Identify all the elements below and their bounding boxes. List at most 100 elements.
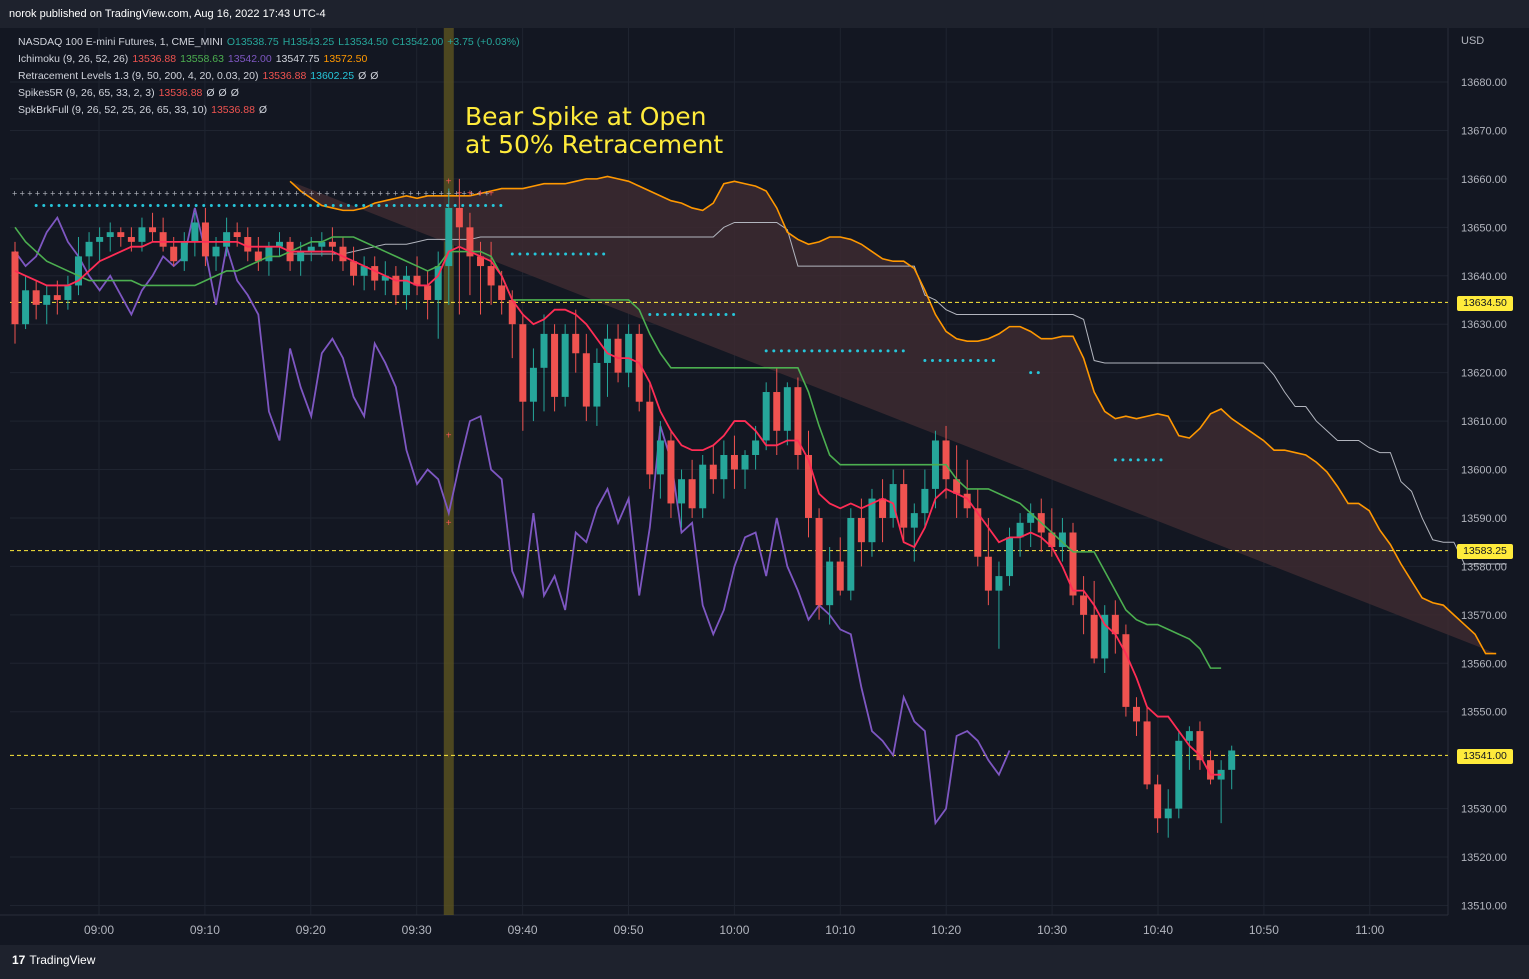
ichimoku-cloud xyxy=(290,176,1497,654)
spike-marker: + xyxy=(73,188,78,198)
retracement-dot xyxy=(772,349,776,353)
retracement-dot xyxy=(856,349,860,353)
spike-marker: + xyxy=(469,188,474,198)
retracement-dot xyxy=(423,204,427,208)
candle-body xyxy=(106,232,114,238)
candle-body xyxy=(667,440,675,504)
legend-symbol[interactable]: NASDAQ 100 E-mini Futures, 1, CME_MINI xyxy=(18,36,223,48)
candle-body xyxy=(529,367,537,402)
spike-marker: + xyxy=(65,188,70,198)
retracement-dot xyxy=(72,204,76,208)
candle-body xyxy=(1016,522,1024,538)
spike-marker: + xyxy=(324,188,329,198)
candle-body xyxy=(1090,614,1098,659)
spike-marker: + xyxy=(233,188,238,198)
y-tick-label: 13630.00 xyxy=(1461,319,1507,331)
spike-marker: + xyxy=(461,188,466,198)
retracement-label: Retracement Levels 1.3 (9, 50, 200, 4, 2… xyxy=(18,70,259,82)
candle-body xyxy=(910,513,918,528)
spike-marker: + xyxy=(400,188,405,198)
retracement-dot xyxy=(810,349,814,353)
retracement-dot xyxy=(709,313,713,317)
legend-ichimoku[interactable]: Ichimoku (9, 26, 52, 26) 13536.88 13558.63… xyxy=(18,53,371,66)
spike-marker: + xyxy=(309,188,314,198)
ichimoku-span-a-line xyxy=(289,175,1497,655)
candle-body xyxy=(138,227,146,242)
legend-spkbrk[interactable]: SpkBrkFull (9, 26, 52, 25, 26, 65, 33, 1… xyxy=(18,104,271,117)
candle-body xyxy=(1048,532,1056,548)
retracement-dot xyxy=(126,204,130,208)
retracement-dot xyxy=(602,252,606,256)
x-tick-label: 09:40 xyxy=(508,923,538,937)
candle-body xyxy=(540,333,548,368)
ichimoku-spanb-value: 13547.75 xyxy=(275,53,320,65)
retracement-dot xyxy=(118,204,122,208)
retracement-dot xyxy=(308,204,312,208)
retracement-dot xyxy=(148,204,152,208)
spike-marker: + xyxy=(423,188,428,198)
retracement-dot xyxy=(818,349,822,353)
retracement-dot xyxy=(209,204,213,208)
spike-marker-red: + xyxy=(446,431,452,442)
candle-body xyxy=(1143,721,1151,785)
chikou-line xyxy=(14,207,1011,826)
retracement-dot xyxy=(548,252,552,256)
candle-body xyxy=(1228,750,1236,770)
candle-body xyxy=(43,295,51,305)
ichimoku-tenkan-value: 13536.88 xyxy=(132,53,177,65)
y-tick-label: 13670.00 xyxy=(1461,125,1507,137)
candle-body xyxy=(53,295,61,300)
retracement-dot xyxy=(840,349,844,353)
retracement-dot xyxy=(65,204,69,208)
candle-body xyxy=(741,454,749,470)
spikes-value-1: 13536.88 xyxy=(158,87,203,99)
retracement-dot xyxy=(194,204,198,208)
y-tick-label: 13570.00 xyxy=(1461,610,1507,622)
retracement-dot xyxy=(655,313,659,317)
retracement-dot xyxy=(571,252,575,256)
candle-body xyxy=(223,232,231,247)
retracement-dot xyxy=(346,204,350,208)
tradingview-logo[interactable]: 17 TradingView xyxy=(12,953,95,967)
candle-body xyxy=(1080,595,1088,615)
candle-body xyxy=(974,508,982,557)
y-tick-label: 13580.00 xyxy=(1461,561,1507,573)
spike-marker: + xyxy=(408,188,413,198)
retracement-dot xyxy=(95,204,99,208)
retracement-dot xyxy=(938,359,942,363)
annotation-text: Bear Spike at Open at 50% Retracement xyxy=(465,103,723,159)
retracement-dot xyxy=(525,252,529,256)
candle-body xyxy=(921,488,929,514)
legend-main: NASDAQ 100 E-mini Futures, 1, CME_MINI O1… xyxy=(18,36,524,49)
candle-body xyxy=(455,207,463,228)
legend-spikes[interactable]: Spikes5R (9, 26, 65, 33, 2, 3) 13536.88 Ø Ø… xyxy=(18,87,243,100)
candle-body xyxy=(868,498,876,543)
retracement-dot xyxy=(541,252,545,256)
retracement-dot xyxy=(701,313,705,317)
candle-body xyxy=(32,290,40,305)
candle-body xyxy=(350,261,358,276)
retracement-dot xyxy=(415,204,419,208)
y-tick-label: 13640.00 xyxy=(1461,271,1507,283)
retracement-dot xyxy=(802,349,806,353)
candle-body xyxy=(953,479,961,494)
spike-marker: + xyxy=(195,188,200,198)
retracement-dot xyxy=(369,204,373,208)
candle-body xyxy=(318,241,326,247)
retracement-dot xyxy=(407,204,411,208)
y-tick-label: 13610.00 xyxy=(1461,416,1507,428)
candle-body xyxy=(381,275,389,281)
candle-body xyxy=(265,246,273,262)
retracement-dot xyxy=(930,359,934,363)
candle-body xyxy=(339,246,347,262)
candle-body xyxy=(1196,731,1204,761)
legend-retracement[interactable]: Retracement Levels 1.3 (9, 50, 200, 4, 2… xyxy=(18,70,382,83)
retracement-dot xyxy=(779,349,783,353)
spike-marker: + xyxy=(225,188,230,198)
retracement-dot xyxy=(247,204,251,208)
candle-body xyxy=(815,517,823,606)
retracement-dot xyxy=(556,252,560,256)
candle-body xyxy=(328,241,336,247)
retracement-dot xyxy=(225,204,229,208)
